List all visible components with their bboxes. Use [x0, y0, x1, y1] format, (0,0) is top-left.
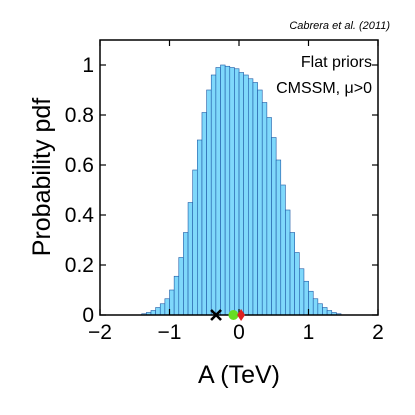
- markers-group: [210, 309, 246, 321]
- histogram-bar: [187, 202, 193, 316]
- marker-diamond-icon: [237, 309, 246, 321]
- histogram-bar: [201, 112, 207, 316]
- histogram-bar: [266, 117, 272, 316]
- citation-label: Cabrera et al. (2011): [289, 20, 390, 32]
- histogram-bar: [299, 268, 305, 316]
- histogram-bar: [285, 209, 291, 316]
- histogram-bar: [197, 139, 203, 316]
- histogram-bar: [173, 275, 180, 316]
- annotation-model: CMSSM, μ>0: [276, 80, 372, 97]
- bars-group: [141, 64, 342, 316]
- histogram-bar: [192, 169, 198, 316]
- x-tick-label: 1: [303, 321, 315, 344]
- histogram-bar: [322, 307, 328, 316]
- histogram-bar: [303, 280, 309, 316]
- histogram-bar: [243, 74, 249, 316]
- histogram-bar: [271, 137, 277, 316]
- marker-circle-icon: [228, 310, 239, 320]
- y-tick-label: 0: [82, 304, 94, 327]
- histogram-bar: [178, 257, 184, 316]
- histogram-bar: [164, 298, 170, 316]
- histogram-bar: [155, 307, 161, 316]
- histogram-bar: [224, 65, 231, 316]
- y-tick-label: 0.4: [65, 204, 95, 227]
- y-tick-label: 1: [82, 54, 94, 77]
- x-axis-label: A (TeV): [198, 361, 280, 389]
- histogram-bar: [220, 64, 226, 316]
- histogram-bar: [308, 290, 314, 316]
- histogram-bar: [206, 89, 212, 316]
- y-axis-label: Probability pdf: [28, 98, 56, 256]
- histogram-bar: [183, 232, 189, 316]
- histogram-bar: [234, 68, 240, 316]
- histogram-bar: [257, 89, 263, 316]
- marker-x-icon: [210, 309, 222, 321]
- histogram-bar: [275, 159, 282, 316]
- histogram-bar: [280, 184, 286, 316]
- histogram-bar: [261, 102, 268, 316]
- histogram-bar: [229, 67, 235, 316]
- ticks-group: −2 −1 0 1 2 0 0.2 0.4 0.6 0.8 1: [65, 40, 384, 344]
- histogram-bar: [252, 82, 258, 316]
- histogram-bar: [248, 78, 254, 316]
- y-tick-label: 0.2: [65, 254, 94, 277]
- histogram-bar: [210, 74, 217, 316]
- histogram-bar: [215, 67, 221, 316]
- histogram-bar: [312, 298, 319, 316]
- histogram-bar: [317, 303, 323, 316]
- x-tick-label: 2: [372, 321, 384, 344]
- x-tick-label: 0: [233, 321, 245, 344]
- x-tick-label: −2: [88, 321, 112, 344]
- histogram-bar: [159, 303, 166, 316]
- histogram-bar: [169, 289, 175, 316]
- x-tick-label: −1: [158, 321, 182, 344]
- histogram-bar: [289, 232, 295, 316]
- histogram-bar: [238, 72, 244, 316]
- histogram-bar: [294, 252, 300, 316]
- y-tick-label: 0.8: [65, 104, 94, 127]
- annotation-priors: Flat priors: [301, 54, 372, 71]
- y-tick-label: 0.6: [65, 154, 94, 177]
